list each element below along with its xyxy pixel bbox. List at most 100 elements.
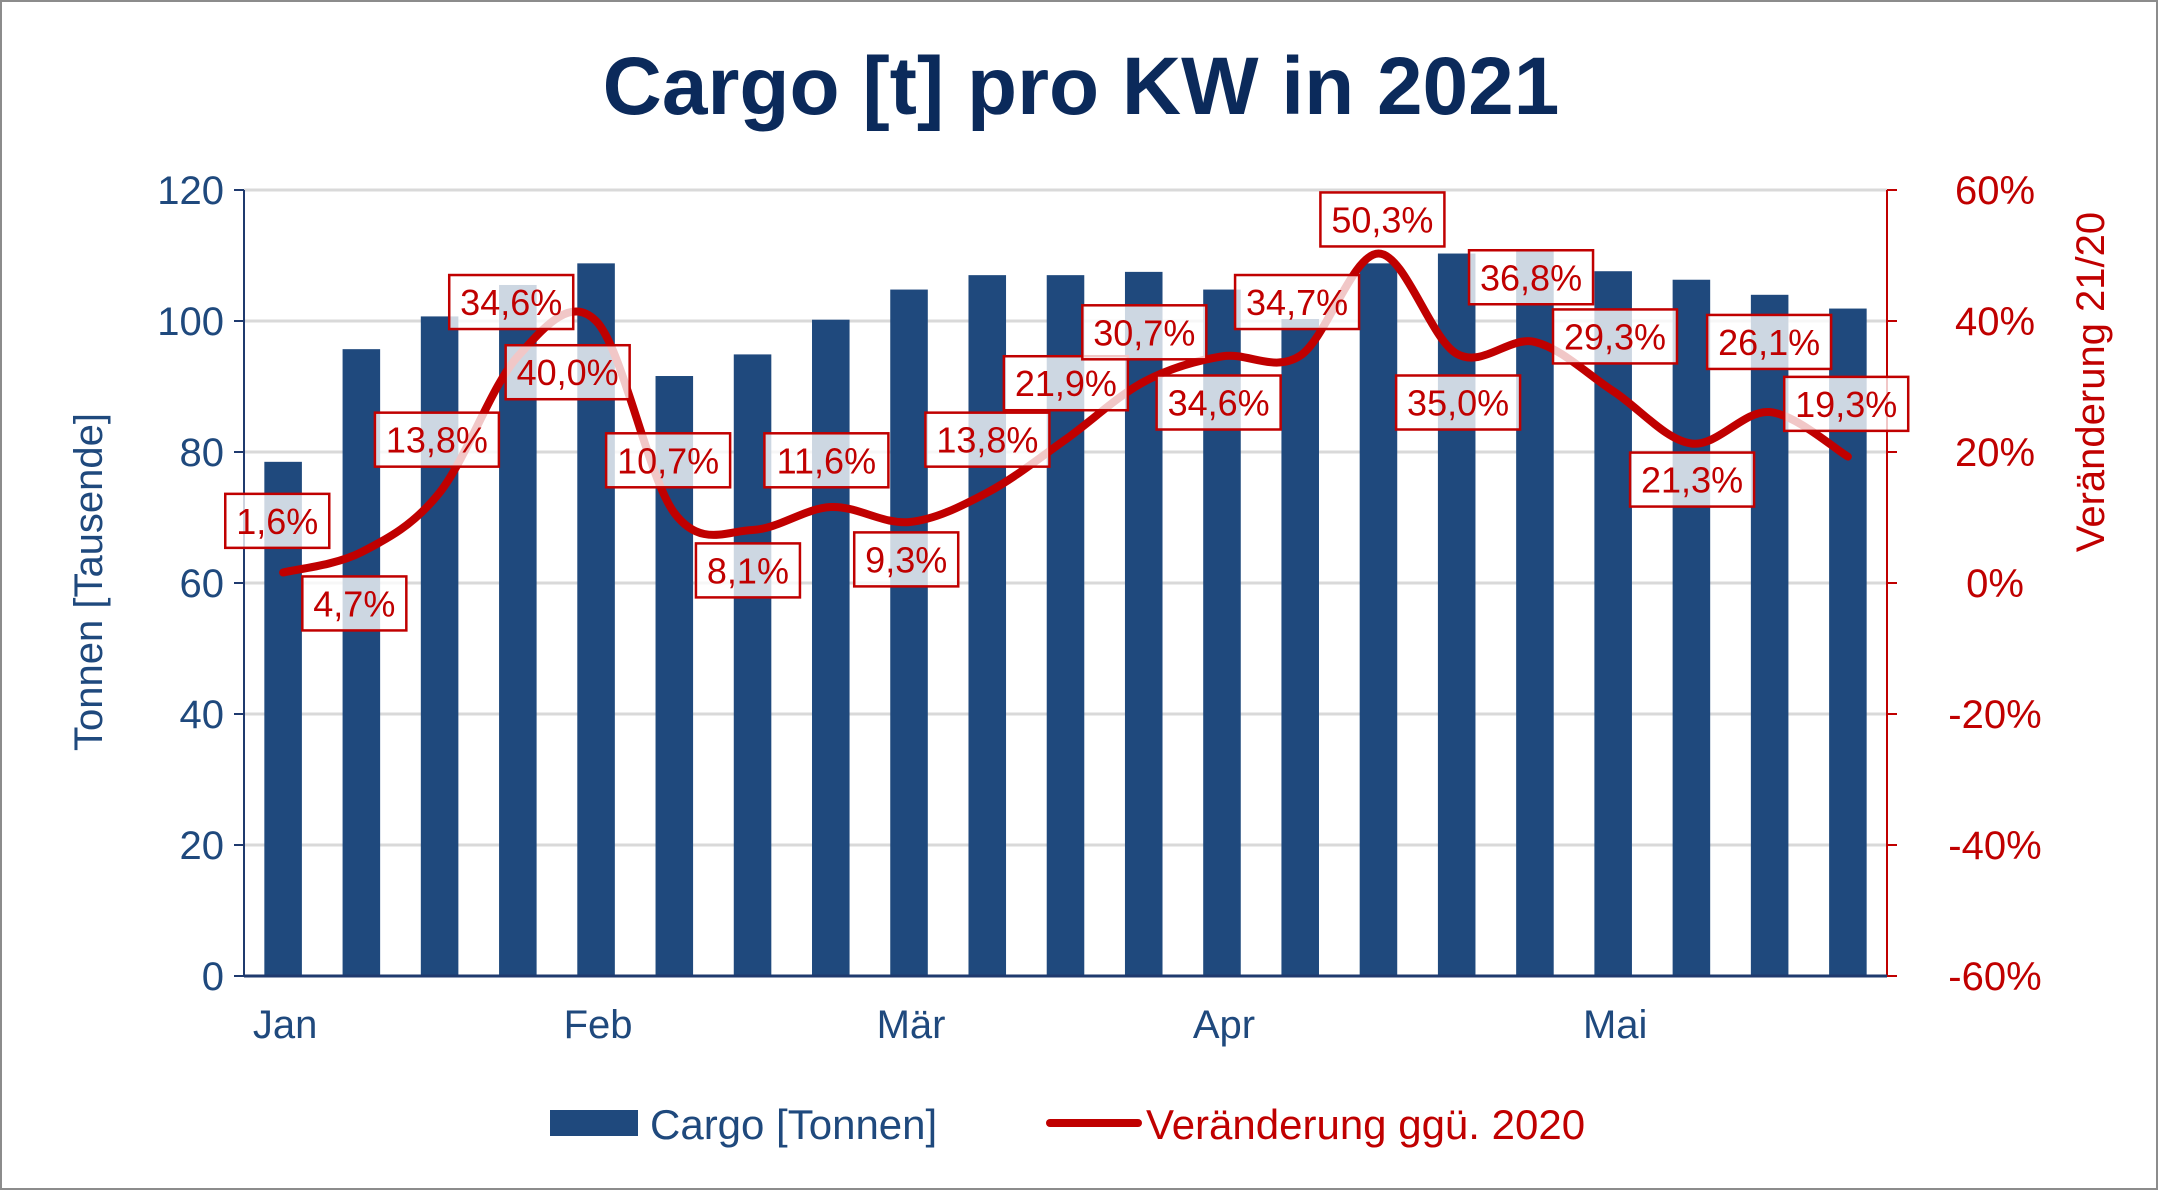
data-label: 11,6% — [763, 432, 890, 489]
x-month-label: Mai — [1583, 1003, 1647, 1047]
data-label-text: 10,7% — [617, 440, 719, 481]
data-label-box — [1467, 249, 1595, 306]
data-label-box — [1233, 273, 1361, 331]
data-label: 40,0% — [504, 343, 631, 401]
data-label-text: 13,8% — [386, 420, 488, 461]
x-month-label: Apr — [1193, 1003, 1255, 1047]
y-tick-label: 20 — [180, 824, 225, 868]
data-label-text: 13,8% — [936, 420, 1038, 461]
x-month-label: Jan — [253, 1003, 318, 1047]
data-label-text: 34,6% — [1168, 382, 1270, 423]
y-tick-label: 100 — [157, 300, 224, 344]
y-axis-label: Tonnen [Tausende] — [67, 413, 111, 751]
data-label-box — [604, 432, 732, 489]
y2-tick-label: -20% — [1948, 693, 2041, 737]
data-label-box — [447, 273, 575, 331]
legend: Cargo [Tonnen] Veränderung ggü. 2020 — [550, 1101, 1585, 1148]
data-label: 8,1% — [694, 542, 802, 599]
data-label-box — [1155, 374, 1282, 431]
data-label: 50,3% — [1319, 191, 1446, 248]
y2-axis-label: Veränderung 21/20 — [2069, 212, 2113, 552]
data-label: 34,6% — [1155, 374, 1282, 431]
data-label: 21,3% — [1628, 451, 1756, 508]
data-label-text: 11,6% — [777, 440, 876, 481]
data-label: 1,6% — [224, 492, 331, 550]
y2-tick-label: -60% — [1948, 955, 2041, 999]
data-label-text: 34,7% — [1246, 282, 1348, 323]
data-label-box — [1081, 304, 1208, 361]
x-month-label: Mär — [877, 1003, 946, 1047]
bar — [1672, 279, 1711, 976]
data-label: 34,7% — [1233, 273, 1361, 331]
data-label-box — [224, 492, 331, 550]
legend-label-change: Veränderung ggü. 2020 — [1146, 1101, 1585, 1148]
y2-tick-label: 60% — [1955, 169, 2035, 213]
data-label-text: 35,0% — [1407, 382, 1509, 423]
data-label-box — [763, 432, 890, 489]
data-label-box — [852, 531, 960, 588]
data-label-text: 9,3% — [865, 539, 947, 580]
y-tick-label: 40 — [180, 693, 225, 737]
bar — [968, 275, 1007, 976]
data-label: 30,7% — [1081, 304, 1208, 361]
data-label-text: 36,8% — [1480, 257, 1582, 298]
data-label: 35,0% — [1394, 374, 1522, 431]
data-label-text: 29,3% — [1564, 316, 1666, 357]
data-label-text: 21,3% — [1641, 460, 1743, 501]
legend-label-cargo: Cargo [Tonnen] — [650, 1101, 937, 1148]
data-label-text: 19,3% — [1795, 384, 1897, 425]
bar — [1359, 263, 1398, 976]
data-label: 26,1% — [1705, 313, 1833, 371]
data-label-box — [1002, 354, 1130, 412]
data-label-box — [1628, 451, 1756, 508]
y-tick-label: 60 — [180, 562, 225, 606]
y2-tick-label: -40% — [1948, 824, 2041, 868]
bar — [1281, 319, 1319, 976]
data-label-box — [373, 411, 501, 468]
data-label: 36,8% — [1467, 249, 1595, 306]
bar — [1437, 253, 1476, 976]
y2-tick-label: 40% — [1955, 300, 2035, 344]
data-label: 10,7% — [604, 432, 732, 489]
data-label-box — [1394, 374, 1522, 431]
data-label: 4,7% — [301, 575, 408, 632]
data-label-text: 4,7% — [313, 583, 395, 624]
bar — [1750, 294, 1789, 976]
data-label-box — [504, 343, 631, 401]
x-month-label: Feb — [564, 1003, 633, 1047]
data-label: 19,3% — [1782, 375, 1910, 433]
data-label: 29,3% — [1551, 308, 1679, 365]
data-label-box — [1782, 375, 1910, 433]
data-label: 9,3% — [852, 531, 960, 588]
data-label: 21,9% — [1002, 354, 1130, 412]
data-label-box — [924, 411, 1051, 468]
y2-tick-label: 0% — [1966, 562, 2024, 606]
y2-tick-label: 20% — [1955, 431, 2035, 475]
data-label-text: 30,7% — [1093, 312, 1195, 353]
data-label-text: 40,0% — [517, 352, 619, 393]
chart-title: Cargo [t] pro KW in 2021 — [603, 41, 1560, 132]
data-label-box — [1551, 308, 1679, 365]
bar — [890, 289, 928, 976]
data-label-box — [694, 542, 802, 599]
data-label: 13,8% — [373, 411, 501, 468]
data-label-text: 21,9% — [1015, 363, 1117, 404]
bar — [1516, 250, 1554, 977]
data-label-text: 8,1% — [707, 550, 789, 591]
y-tick-label: 120 — [157, 169, 224, 213]
data-label-text: 1,6% — [236, 501, 318, 542]
data-label-box — [1319, 191, 1446, 248]
bar — [812, 319, 850, 976]
data-label-text: 34,6% — [460, 282, 562, 323]
data-label: 13,8% — [924, 411, 1051, 468]
y-tick-label: 80 — [180, 431, 225, 475]
data-label-box — [1705, 313, 1833, 371]
data-label: 34,6% — [447, 273, 575, 331]
y-tick-label: 0 — [202, 955, 224, 999]
data-label-box — [301, 575, 408, 632]
legend-bar-swatch — [550, 1110, 638, 1136]
data-label-text: 50,3% — [1331, 199, 1433, 240]
data-label-text: 26,1% — [1718, 322, 1820, 363]
